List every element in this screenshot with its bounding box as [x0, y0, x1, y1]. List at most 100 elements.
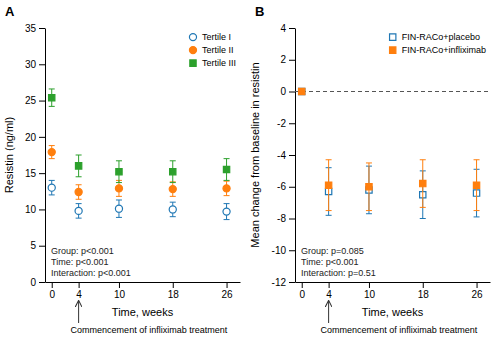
point [48, 149, 55, 156]
x-axis-tick-mark [79, 282, 80, 288]
x-axis-tick: 4 [326, 282, 332, 300]
y-axis-tick-mark [39, 101, 45, 102]
x-axis-line [296, 282, 491, 283]
error-bar [76, 155, 82, 177]
x-axis-title: Time, weeks [112, 306, 174, 318]
point [299, 88, 305, 94]
x-axis-tick: 18 [418, 282, 430, 300]
y-axis-tick: -2 [277, 118, 295, 129]
y-axis-tick: -10 [272, 245, 295, 256]
x-axis-tick: 0 [49, 282, 55, 300]
legend-item: FIN-RACo+placebo [390, 32, 480, 42]
y-axis-line [45, 29, 46, 283]
x-axis-tick-mark [173, 282, 174, 288]
y-axis-tick-label: -6 [277, 181, 286, 192]
point [49, 95, 55, 101]
annotation-line: Interaction: p<0.001 [51, 268, 131, 278]
x-axis-tick-label: 4 [326, 289, 332, 300]
error-bar [170, 182, 176, 197]
error-bar [366, 163, 372, 211]
point [223, 185, 230, 192]
y-axis-tick: 15 [25, 168, 45, 179]
y-axis: 05101520253035 [25, 23, 46, 288]
error-bar [76, 185, 82, 200]
point [48, 184, 55, 191]
y-axis-tick: -12 [272, 277, 295, 288]
legend-label: Tertile III [202, 58, 236, 68]
series [48, 146, 230, 200]
y-axis-tick-mark [289, 92, 295, 93]
y-axis-tick-label: -8 [277, 213, 286, 224]
x-axis-tick-label: 26 [471, 289, 483, 300]
point [473, 182, 479, 188]
annotation-line: Time: p<0.001 [51, 257, 108, 267]
point [115, 205, 122, 212]
x-axis-title: Time, weeks [362, 306, 424, 318]
y-axis-tick-mark [289, 28, 295, 29]
y-axis-tick-label: 0 [280, 86, 286, 97]
x-axis-tick-label: 4 [76, 289, 82, 300]
y-axis-tick: -6 [277, 181, 295, 192]
point [223, 166, 229, 172]
annotation: Group: p=0.085Time: p<0.001Interaction: … [301, 246, 376, 278]
panel-title: A [5, 4, 15, 19]
y-axis-tick-mark [289, 60, 295, 61]
y-axis-tick-mark [289, 250, 295, 251]
x-axis-tick-mark [52, 282, 53, 288]
x-axis-tick-label: 0 [49, 289, 55, 300]
point [75, 207, 82, 214]
point [170, 169, 176, 175]
y-axis-tick: 10 [25, 204, 45, 215]
point [299, 88, 305, 94]
y-axis-tick-label: 20 [25, 132, 37, 143]
y-axis-tick-mark [39, 246, 45, 247]
panel: 04101826-12-10-8-6-4-2024BTime, weeksMea… [249, 4, 491, 335]
error-bar [116, 161, 122, 183]
x-axis-tick-mark [119, 282, 120, 288]
y-axis-tick: 20 [25, 132, 45, 143]
y-axis-tick-mark [39, 137, 45, 138]
legend-item: FIN-RACo+infliximab [390, 45, 486, 55]
y-axis-tick: 2 [280, 54, 295, 65]
y-axis-line [295, 29, 296, 283]
y-axis-tick-mark [289, 219, 295, 220]
x-axis-tick-label: 18 [168, 289, 180, 300]
point [75, 188, 82, 195]
legend-item: Tertile II [189, 45, 233, 55]
y-axis-tick: 5 [30, 240, 45, 251]
y-axis-tick-mark [289, 282, 295, 283]
x-axis-tick-label: 26 [221, 289, 233, 300]
y-axis-tick-label: 0 [30, 277, 36, 288]
y-axis-tick-mark [39, 282, 45, 283]
x-axis-tick: 4 [76, 282, 82, 300]
plot-area [295, 88, 490, 218]
arrow [78, 301, 79, 323]
x-axis-tick-label: 18 [418, 289, 430, 300]
y-axis-tick-mark [289, 187, 295, 188]
y-axis-tick-label: 10 [25, 204, 37, 215]
annotation: Group: p<0.001Time: p<0.001Interaction: … [51, 246, 131, 278]
x-axis-tick-mark [302, 282, 303, 288]
annotation-line: Group: p<0.001 [51, 246, 114, 256]
error-bar [49, 89, 55, 106]
error-bar [170, 161, 176, 183]
legend-label: Tertile I [202, 32, 231, 42]
annotation-line: Time: p<0.001 [301, 257, 358, 267]
x-axis: 04101826 [296, 282, 491, 300]
y-axis-tick-label: -12 [272, 277, 287, 288]
legend-symbol [189, 47, 196, 54]
legend-symbol [390, 34, 396, 40]
x-axis-tick: 26 [221, 282, 233, 300]
y-axis-tick: 0 [280, 86, 295, 97]
error-bar [326, 160, 332, 211]
x-axis: 04101826 [46, 282, 241, 300]
error-bar [170, 202, 176, 217]
legend-symbol [189, 34, 196, 41]
error-bar [224, 204, 230, 220]
x-axis-tick-mark [477, 282, 478, 288]
error-bar [49, 180, 55, 195]
y-axis-tick-label: -2 [277, 118, 286, 129]
point [366, 184, 372, 190]
x-axis-tick-mark [369, 282, 370, 288]
x-axis-tick-mark [329, 282, 330, 288]
